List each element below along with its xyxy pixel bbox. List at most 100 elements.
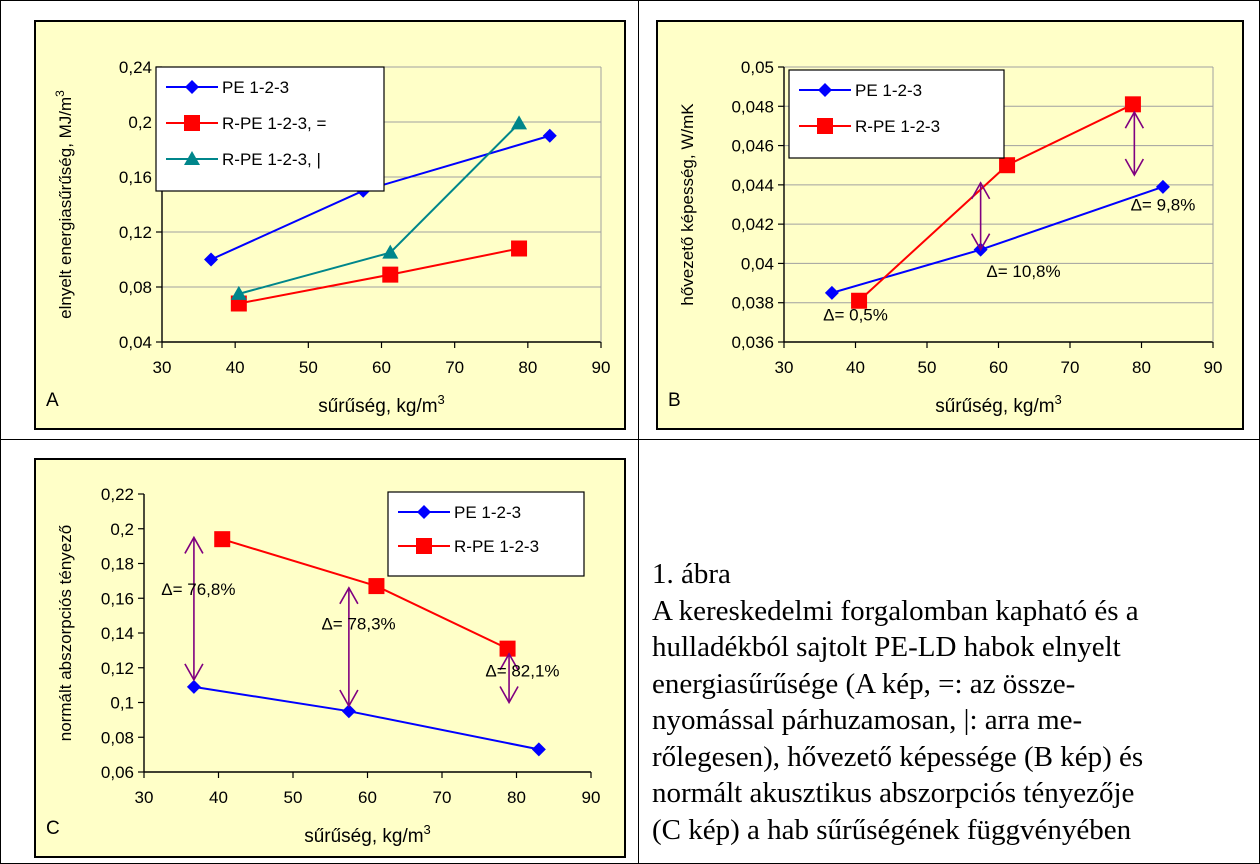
caption-line: normált akusztikus abszorpciós tényezője bbox=[652, 777, 1135, 809]
panel-letter: A bbox=[46, 390, 59, 411]
y-tick-label: 0,2 bbox=[110, 520, 134, 539]
x-tick-label: 30 bbox=[153, 358, 172, 377]
y-tick-label: 0,08 bbox=[119, 278, 152, 297]
x-axis-label-sup: 3 bbox=[438, 392, 445, 407]
y-tick-label: 0,036 bbox=[731, 333, 774, 352]
arrow-head bbox=[499, 686, 519, 705]
y-tick-label: 0,04 bbox=[119, 333, 152, 352]
arrow-head bbox=[970, 181, 991, 200]
delta-annotation: Δ= 78,3% bbox=[321, 615, 395, 634]
legend-label: PE 1-2-3 bbox=[454, 503, 521, 522]
chart-panel-b: 30 40 50 60 70 80 90 0,036 0,038 0,04 0,042 0,044 0,… bbox=[656, 20, 1244, 430]
data-point bbox=[1124, 96, 1141, 113]
legend-marker bbox=[184, 115, 200, 131]
x-axis-label: sűrűség, kg/m3 bbox=[318, 392, 445, 417]
arrow-head bbox=[970, 233, 991, 252]
x-tick-label: 80 bbox=[507, 788, 526, 807]
caption-line: 1. ábra bbox=[652, 558, 731, 590]
data-point bbox=[368, 578, 385, 595]
arrow-head bbox=[184, 535, 204, 554]
legend-label: R-PE 1-2-3 bbox=[855, 117, 940, 136]
y-tick-label: 0,16 bbox=[119, 168, 152, 187]
x-tick-label: 50 bbox=[284, 788, 303, 807]
figure-caption: 1. ábra A kereskedelmi forgalomban kapha… bbox=[652, 556, 1256, 848]
y-tick-label: 0,16 bbox=[101, 589, 134, 608]
x-tick-label: 70 bbox=[433, 788, 452, 807]
data-point bbox=[824, 285, 839, 300]
legend-label: R-PE 1-2-3, | bbox=[222, 150, 321, 169]
y-tick-label: 0,038 bbox=[731, 294, 774, 313]
y-tick-label: 0,1 bbox=[110, 694, 134, 713]
x-tick-label: 80 bbox=[1132, 358, 1151, 377]
x-tick-label: 90 bbox=[1204, 358, 1223, 377]
arrow-head bbox=[184, 663, 204, 682]
x-tick-label: 60 bbox=[372, 358, 391, 377]
delta-annotation: Δ= 0,5% bbox=[823, 305, 888, 324]
y-tick-label: 0,06 bbox=[101, 763, 134, 782]
data-point bbox=[230, 285, 247, 300]
legend-label: R-PE 1-2-3 bbox=[454, 537, 539, 556]
delta-annotation: Δ= 76,8% bbox=[161, 580, 235, 599]
x-tick-label: 50 bbox=[299, 358, 318, 377]
y-axis-label: normált abszorpciós tényező bbox=[56, 525, 75, 741]
caption-line: A kereskedelmi forgalomban kapható és a bbox=[652, 594, 1139, 627]
data-point bbox=[1155, 179, 1170, 194]
legend-marker bbox=[817, 118, 833, 134]
data-point bbox=[999, 157, 1016, 174]
arrow-head bbox=[339, 689, 359, 708]
y-tick-label: 0,12 bbox=[119, 223, 152, 242]
caption-line: energiasűrűsége (A kép, =: az össze- bbox=[652, 667, 1076, 700]
data-point bbox=[186, 679, 201, 694]
x-tick-label: 40 bbox=[226, 358, 245, 377]
y-axis-label-sup: 3 bbox=[53, 90, 67, 97]
panel-letter: B bbox=[668, 390, 681, 411]
x-axis-label-sup: 3 bbox=[424, 822, 431, 837]
x-tick-label: 30 bbox=[775, 358, 794, 377]
legend-label: PE 1-2-3 bbox=[855, 81, 922, 100]
x-axis-label: sűrűség, kg/m3 bbox=[304, 822, 431, 847]
legend-marker bbox=[185, 80, 199, 94]
data-point bbox=[341, 704, 356, 719]
y-tick-label: 0,12 bbox=[101, 659, 134, 678]
y-axis-label: elnyelt energiasűrűség, MJ/m3 bbox=[53, 90, 75, 319]
data-point bbox=[204, 252, 219, 267]
data-point bbox=[851, 292, 868, 309]
data-point bbox=[531, 742, 546, 757]
y-tick-label: 0,22 bbox=[101, 485, 134, 504]
data-point bbox=[511, 240, 528, 257]
caption-line: hulladékból sajtolt PE-LD habok elnyelt bbox=[652, 631, 1121, 663]
y-tick-label: 0,14 bbox=[101, 624, 134, 643]
x-axis-label-sup: 3 bbox=[1055, 392, 1062, 407]
data-point bbox=[214, 531, 231, 548]
y-tick-label: 0,18 bbox=[101, 555, 134, 574]
legend-marker bbox=[417, 505, 431, 519]
y-tick-label: 0,05 bbox=[741, 58, 774, 77]
x-tick-label: 40 bbox=[209, 788, 228, 807]
caption-line: rőlegesen), hővezető képessége (B kép) é… bbox=[652, 740, 1144, 773]
arrow-head bbox=[1124, 110, 1145, 129]
legend-marker bbox=[184, 151, 200, 165]
x-tick-label: 50 bbox=[918, 358, 937, 377]
data-point bbox=[542, 128, 557, 143]
legend-marker bbox=[818, 83, 832, 97]
arrow-head bbox=[339, 586, 359, 605]
delta-annotation: Δ= 9,8% bbox=[1131, 195, 1196, 214]
delta-annotation: Δ= 10,8% bbox=[986, 262, 1060, 281]
caption-line: nyomással párhuzamosan, |: arra me- bbox=[652, 704, 1083, 736]
x-tick-label: 80 bbox=[518, 358, 537, 377]
delta-annotation: Δ= 82,1% bbox=[485, 661, 559, 680]
chart-panel-a: 30 40 50 60 70 80 90 0,04 0,08 0,12 0,16 0,2 0,24 sűr… bbox=[34, 20, 626, 430]
legend-marker bbox=[416, 538, 432, 554]
x-tick-label: 90 bbox=[592, 358, 611, 377]
x-tick-label: 70 bbox=[1061, 358, 1080, 377]
y-tick-label: 0,08 bbox=[101, 728, 134, 747]
x-tick-label: 70 bbox=[445, 358, 464, 377]
data-point bbox=[511, 115, 528, 130]
y-axis-label: hővezető képesség, W/mK bbox=[678, 103, 697, 306]
arrow-head bbox=[499, 652, 519, 671]
legend-label: R-PE 1-2-3, = bbox=[222, 114, 326, 133]
data-point bbox=[382, 266, 399, 283]
caption-line: (C kép) a hab sűrűségének függvényében bbox=[652, 813, 1132, 846]
y-tick-label: 0,24 bbox=[119, 58, 152, 77]
data-point bbox=[499, 640, 516, 657]
